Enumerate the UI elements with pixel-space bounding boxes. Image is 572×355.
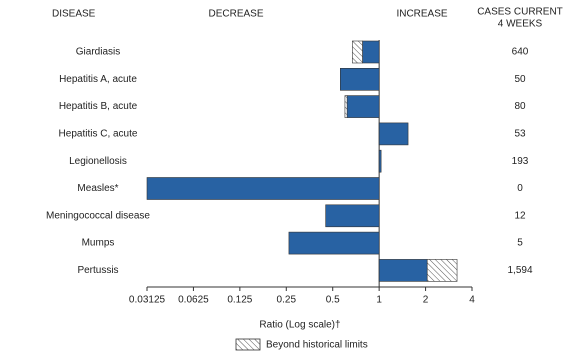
legend-label: Beyond historical limits (266, 340, 368, 351)
header: DISEASE (52, 9, 96, 20)
bar (378, 122, 409, 146)
beyond-limits (352, 40, 363, 64)
header: 4 WEEKS (498, 19, 543, 30)
x-axis-label: Ratio (Log scale)† (259, 320, 340, 331)
bar (378, 259, 428, 282)
y-tick-label: Giardiasis (76, 47, 120, 58)
x-tick-label: 0.0625 (178, 295, 209, 306)
header: CASES CURRENT (477, 7, 563, 18)
bar (325, 204, 380, 228)
cases-value: 12 (514, 210, 526, 221)
y-tick-label: Pertussis (77, 265, 118, 276)
x-tick-label: 0.125 (227, 295, 252, 306)
bar (146, 177, 380, 200)
beyond-limits (344, 95, 348, 118)
bar (288, 231, 380, 255)
cases-value: 193 (512, 156, 529, 167)
bar (362, 40, 380, 64)
x-tick-label: 0.5 (326, 295, 340, 306)
cases-value: 640 (512, 47, 529, 58)
x-tick-label: 0.03125 (129, 295, 166, 306)
beyond-limits (426, 259, 458, 282)
cases-value: 1,594 (507, 265, 532, 276)
y-tick-label: Hepatitis C, acute (59, 129, 138, 140)
y-tick-label: Hepatitis A, acute (59, 74, 137, 85)
bar (346, 95, 380, 118)
y-tick-label: Measles* (77, 183, 118, 194)
cases-value: 0 (517, 183, 523, 194)
bar (340, 68, 380, 91)
cases-value: 53 (514, 129, 526, 140)
x-tick-label: 0.25 (277, 295, 297, 306)
bar (378, 149, 382, 173)
cases-value: 80 (514, 101, 526, 112)
y-tick-label: Legionellosis (69, 156, 127, 167)
cases-value: 5 (517, 238, 523, 249)
legend-swatch (235, 338, 261, 351)
x-tick-label: 2 (423, 295, 429, 306)
y-tick-label: Meningococcal disease (46, 210, 150, 221)
y-tick-label: Mumps (82, 238, 115, 249)
header: DECREASE (208, 9, 263, 20)
cases-value: 50 (514, 74, 526, 85)
header: INCREASE (396, 9, 447, 20)
x-tick-label: 1 (376, 295, 382, 306)
y-tick-label: Hepatitis B, acute (59, 101, 138, 112)
x-tick-label: 4 (469, 295, 475, 306)
